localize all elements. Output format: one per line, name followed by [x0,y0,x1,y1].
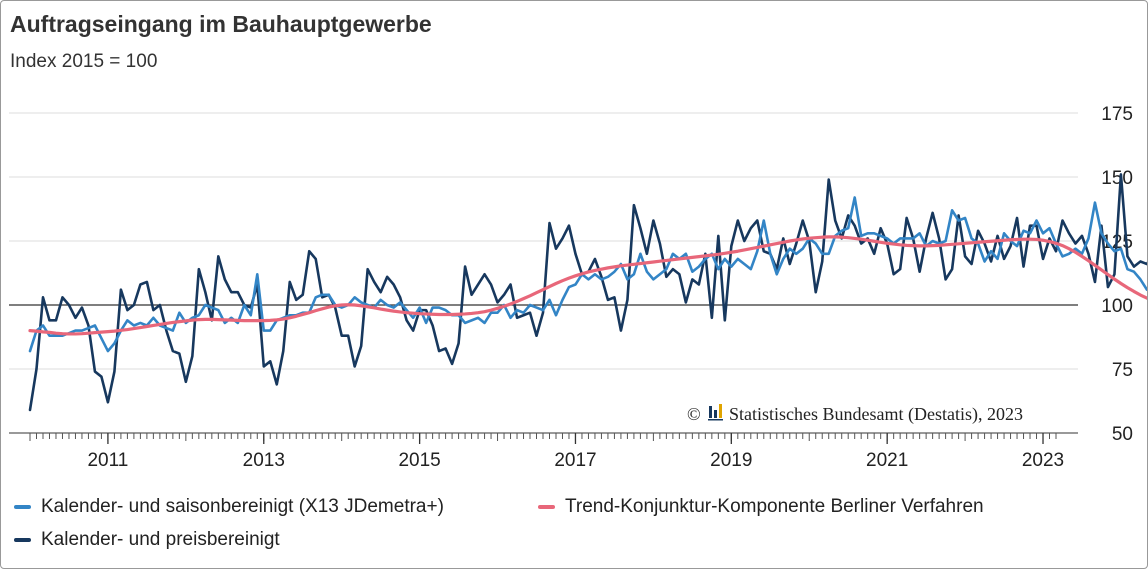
legend-item-seasonal[interactable]: Kalender- und saisonbereinigt (X13 JDeme… [14,496,444,518]
copyright-symbol: © [687,404,701,424]
x-tick-label: 2011 [87,450,128,471]
series-lines [28,173,1147,412]
destatis-logo-icon [708,404,723,421]
legend-item-price[interactable]: Kalender- und preisbereinigt [14,529,280,551]
legend-label-trend: Trend-Konjunktur-Komponente Berliner Ver… [565,496,984,517]
x-tick-label: 2015 [398,450,440,471]
legend-swatch-price [14,538,31,542]
grid-lines [9,112,1078,370]
legend-swatch-seasonal [14,505,31,509]
legend-label-seasonal: Kalender- und saisonbereinigt (X13 JDeme… [41,496,444,517]
series-line-trend[interactable] [28,235,1147,336]
legend-item-trend[interactable]: Trend-Konjunktur-Komponente Berliner Ver… [538,496,984,518]
copyright-background [685,396,1080,424]
y-tick-label: 75 [1112,360,1133,381]
x-tick-label: 2023 [1022,450,1064,471]
chart-subtitle: Index 2015 = 100 [10,51,158,72]
series-line-price[interactable] [28,173,1147,412]
x-tick-label: 2019 [710,450,752,471]
x-tick-label: 2017 [554,450,596,471]
x-tick-label: 2021 [866,450,908,471]
legend-swatch-trend [538,505,555,509]
y-tick-label: 150 [1101,168,1133,189]
y-tick-label: 175 [1101,104,1133,125]
y-tick-label: 50 [1112,424,1133,445]
chart-title: Auftragseingang im Bauhauptgewerbe [10,11,432,37]
x-axis: 2011 2013 2015 2017 2019 2021 2023 [9,432,1078,471]
copyright-notice: © Statistisches Bundesamt (Destatis), 20… [685,396,1080,425]
legend-label-price: Kalender- und preisbereinigt [41,529,280,550]
x-tick-label: 2013 [243,450,285,471]
y-tick-label: 100 [1101,296,1133,317]
copyright-text: Statistisches Bundesamt (Destatis), 2023 [729,404,1023,425]
